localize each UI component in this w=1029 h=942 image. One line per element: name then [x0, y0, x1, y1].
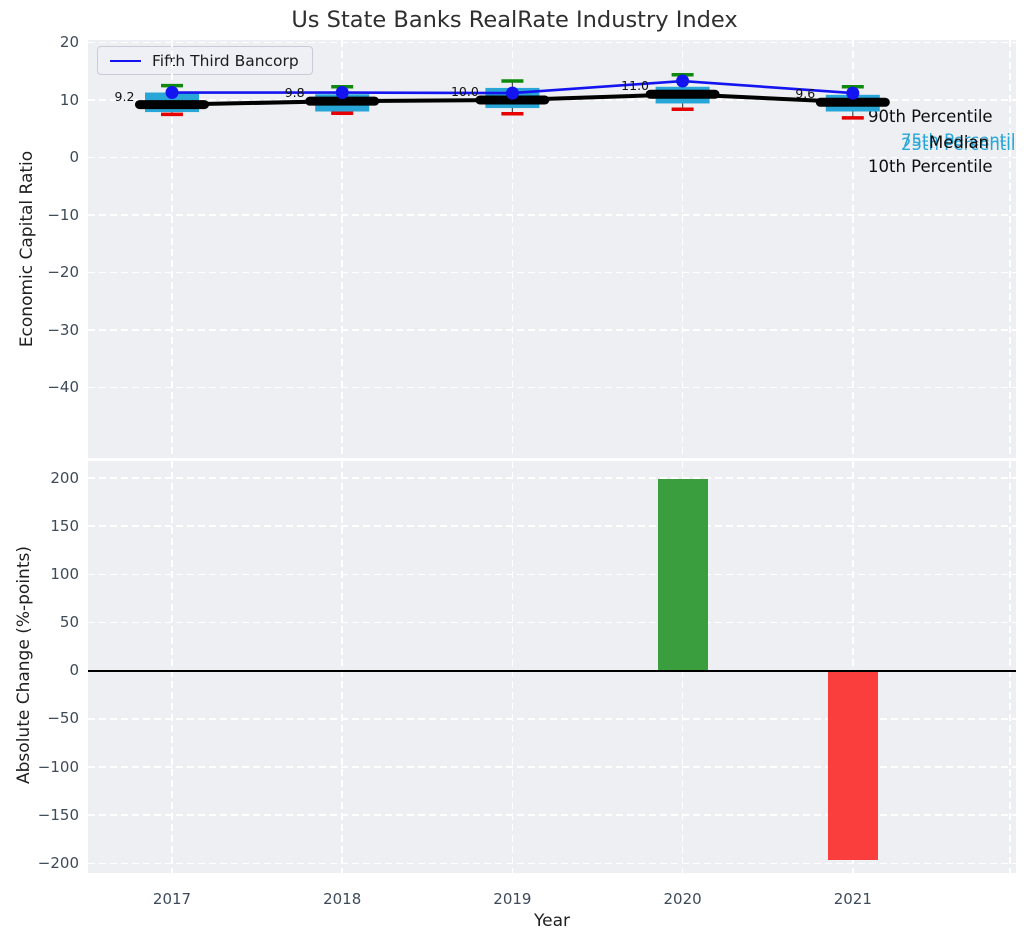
gridline-h: [88, 477, 1016, 479]
ytick-label: 20: [59, 33, 79, 51]
ytick-label: −150: [37, 805, 79, 824]
median-bar-2020: [645, 89, 720, 99]
boxplot-canvas: [135, 72, 890, 120]
side-label-90th-percentile: 90th Percentile: [868, 107, 993, 126]
company-point-2017: [165, 86, 179, 100]
gridline-h: [88, 271, 1016, 274]
median-annotation-2021: 9.6: [795, 86, 816, 102]
median-bar-2017: [135, 100, 209, 110]
bar-2021-negative: [827, 670, 878, 861]
xtick-label: 2017: [152, 890, 192, 908]
ytick-label: 0: [69, 148, 79, 166]
median-annotation-2019: 10.0: [450, 84, 479, 99]
side-label-25th-percentile: 25th Percentile: [901, 135, 1016, 154]
ytick-label: −100: [37, 757, 79, 776]
ytick-label: −20: [47, 263, 79, 281]
xtick-label: 2020: [663, 890, 702, 908]
gridline-h: [88, 156, 1016, 159]
gridline-h: [88, 621, 1016, 624]
company-point-2021: [846, 86, 860, 100]
xtick-label: 2021: [833, 890, 872, 908]
gridline-v: [511, 461, 514, 873]
ytick-label: 0: [69, 661, 79, 680]
ytick-label: −30: [47, 320, 79, 339]
gridline-h: [88, 386, 1016, 389]
median-bar-2021: [815, 97, 890, 107]
company-point-2019: [505, 86, 519, 100]
side-label-75th-percentile: 75th Percentile: [901, 131, 1016, 150]
xtick-label: 2018: [323, 890, 362, 908]
gridline-h: [88, 814, 1016, 816]
ytick-label: 200: [50, 468, 79, 487]
gridline-v: [341, 40, 343, 458]
ytick-label: −10: [47, 205, 79, 224]
ylabel-economic-capital-ratio: Economic Capital Ratio: [17, 150, 37, 348]
gridline-v: [852, 461, 854, 873]
gridline-v: [171, 461, 173, 873]
gridline-h: [88, 214, 1016, 216]
chart-title: Us State Banks RealRate Industry Index: [291, 7, 738, 33]
zero-line: [88, 669, 1016, 672]
gridline-v: [681, 40, 684, 458]
gridline-v: [341, 461, 343, 873]
median-bar-2018: [305, 96, 380, 106]
gridline-v: [1009, 461, 1011, 873]
ytick-label: 50: [59, 613, 79, 632]
median-annotation-2017: 9.2: [114, 88, 135, 104]
gridline-h: [88, 41, 1016, 44]
ytick-label: −50: [47, 709, 79, 728]
xtick-label: 2019: [493, 890, 532, 908]
company-point-2020: [676, 74, 690, 88]
gridline-h: [88, 525, 1016, 528]
gridline-h: [88, 718, 1016, 720]
bar-axes: [88, 461, 1016, 873]
gridline-h: [88, 573, 1016, 576]
gridline-v: [1009, 40, 1011, 458]
gridline-h: [88, 862, 1016, 865]
gridline-v: [511, 40, 514, 458]
legend-line-sample: [110, 59, 141, 62]
gridline-v: [171, 40, 173, 458]
median-annotation-2020: 11.0: [621, 78, 650, 94]
gridline-h: [88, 329, 1016, 331]
gridline-v: [852, 40, 854, 458]
boxplot-axes: Fifth Third Bancorp 90th Percentile 75th…: [88, 40, 1016, 458]
ytick-label: 100: [50, 564, 79, 583]
legend: Fifth Third Bancorp: [97, 46, 313, 75]
median-annotation-2018: 9.8: [284, 85, 305, 101]
ytick-label: 150: [50, 516, 79, 535]
company-point-2018: [335, 86, 349, 100]
xlabel-year: Year: [534, 911, 570, 931]
side-label-10th-percentile: 10th Percentile: [868, 156, 993, 176]
ytick-label: −200: [37, 853, 79, 872]
legend-label: Fifth Third Bancorp: [152, 51, 299, 70]
bar-2020-positive: [657, 479, 708, 671]
gridline-h: [88, 766, 1016, 768]
median-bar-2019: [475, 95, 550, 105]
side-label-median: Median: [929, 132, 990, 152]
ytick-label: 10: [59, 90, 79, 109]
ytick-label: −40: [47, 378, 79, 396]
